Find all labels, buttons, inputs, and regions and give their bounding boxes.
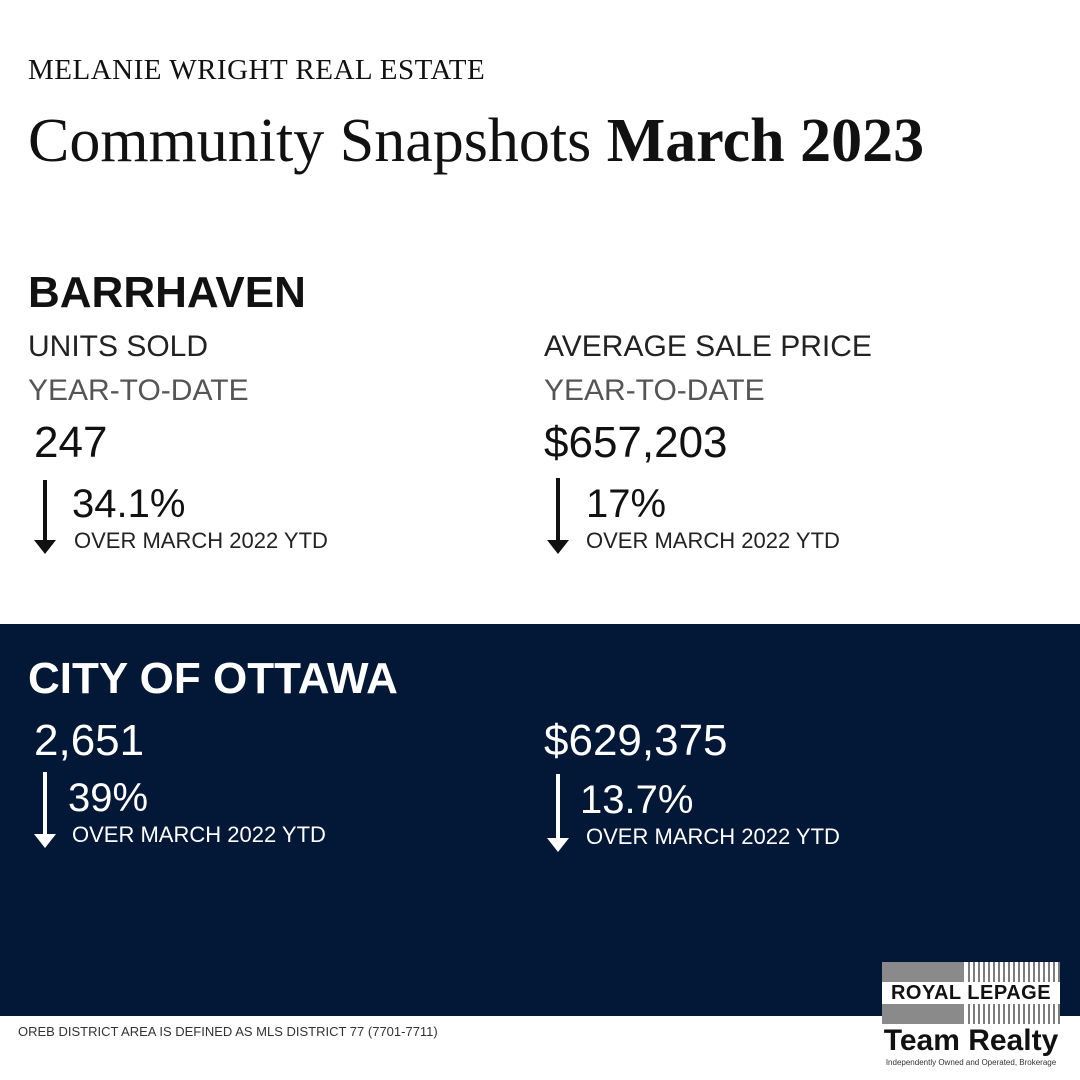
arrow-down-icon	[33, 480, 57, 554]
logo-team: Team Realty	[883, 1024, 1059, 1057]
logo-bars-bottom	[882, 1004, 1060, 1024]
barrhaven-units-comparison: OVER MARCH 2022 YTD	[74, 528, 328, 553]
arrow-down-icon	[33, 772, 57, 848]
barrhaven-price-value: $657,203	[544, 418, 728, 467]
price-period-label: YEAR-TO-DATE	[544, 374, 765, 407]
ottawa-heading: CITY OF OTTAWA	[28, 654, 398, 703]
ottawa-price-change: 13.7%	[580, 778, 694, 822]
royal-lepage-logo: ROYAL LEPAGE Team Realty Independently O…	[882, 962, 1060, 1072]
barrhaven-units-change: 34.1%	[72, 482, 186, 526]
barrhaven-price-comparison: OVER MARCH 2022 YTD	[586, 528, 840, 553]
logo-bars-top	[882, 962, 1060, 982]
ottawa-price-comparison: OVER MARCH 2022 YTD	[586, 824, 840, 849]
arrow-down-icon	[546, 774, 570, 852]
page-title: Community Snapshots March 2023	[28, 106, 924, 177]
avg-price-label: AVERAGE SALE PRICE	[544, 330, 872, 363]
logo-tagline: Independently Owned and Operated, Broker…	[885, 1058, 1057, 1067]
barrhaven-price-change: 17%	[586, 482, 667, 526]
ottawa-units-change: 39%	[68, 776, 149, 820]
ottawa-price-value: $629,375	[544, 716, 728, 765]
logo-name: ROYAL LEPAGE	[890, 982, 1052, 1004]
units-period-label: YEAR-TO-DATE	[28, 374, 249, 407]
ottawa-units-comparison: OVER MARCH 2022 YTD	[72, 822, 326, 847]
title-highlight: March 2023	[606, 107, 925, 175]
title-prefix: Community Snapshots	[28, 107, 607, 175]
units-sold-label: UNITS SOLD	[28, 330, 209, 363]
brand-name: MELANIE WRIGHT REAL ESTATE	[28, 54, 486, 86]
ottawa-panel: CITY OF OTTAWA 2,651 39% OVER MARCH 2022…	[0, 624, 1080, 1016]
footnote: OREB DISTRICT AREA IS DEFINED AS MLS DIS…	[18, 1024, 438, 1039]
arrow-down-icon	[546, 478, 570, 554]
barrhaven-heading: BARRHAVEN	[28, 268, 306, 317]
barrhaven-units-value: 247	[34, 418, 108, 467]
ottawa-units-value: 2,651	[34, 716, 145, 765]
